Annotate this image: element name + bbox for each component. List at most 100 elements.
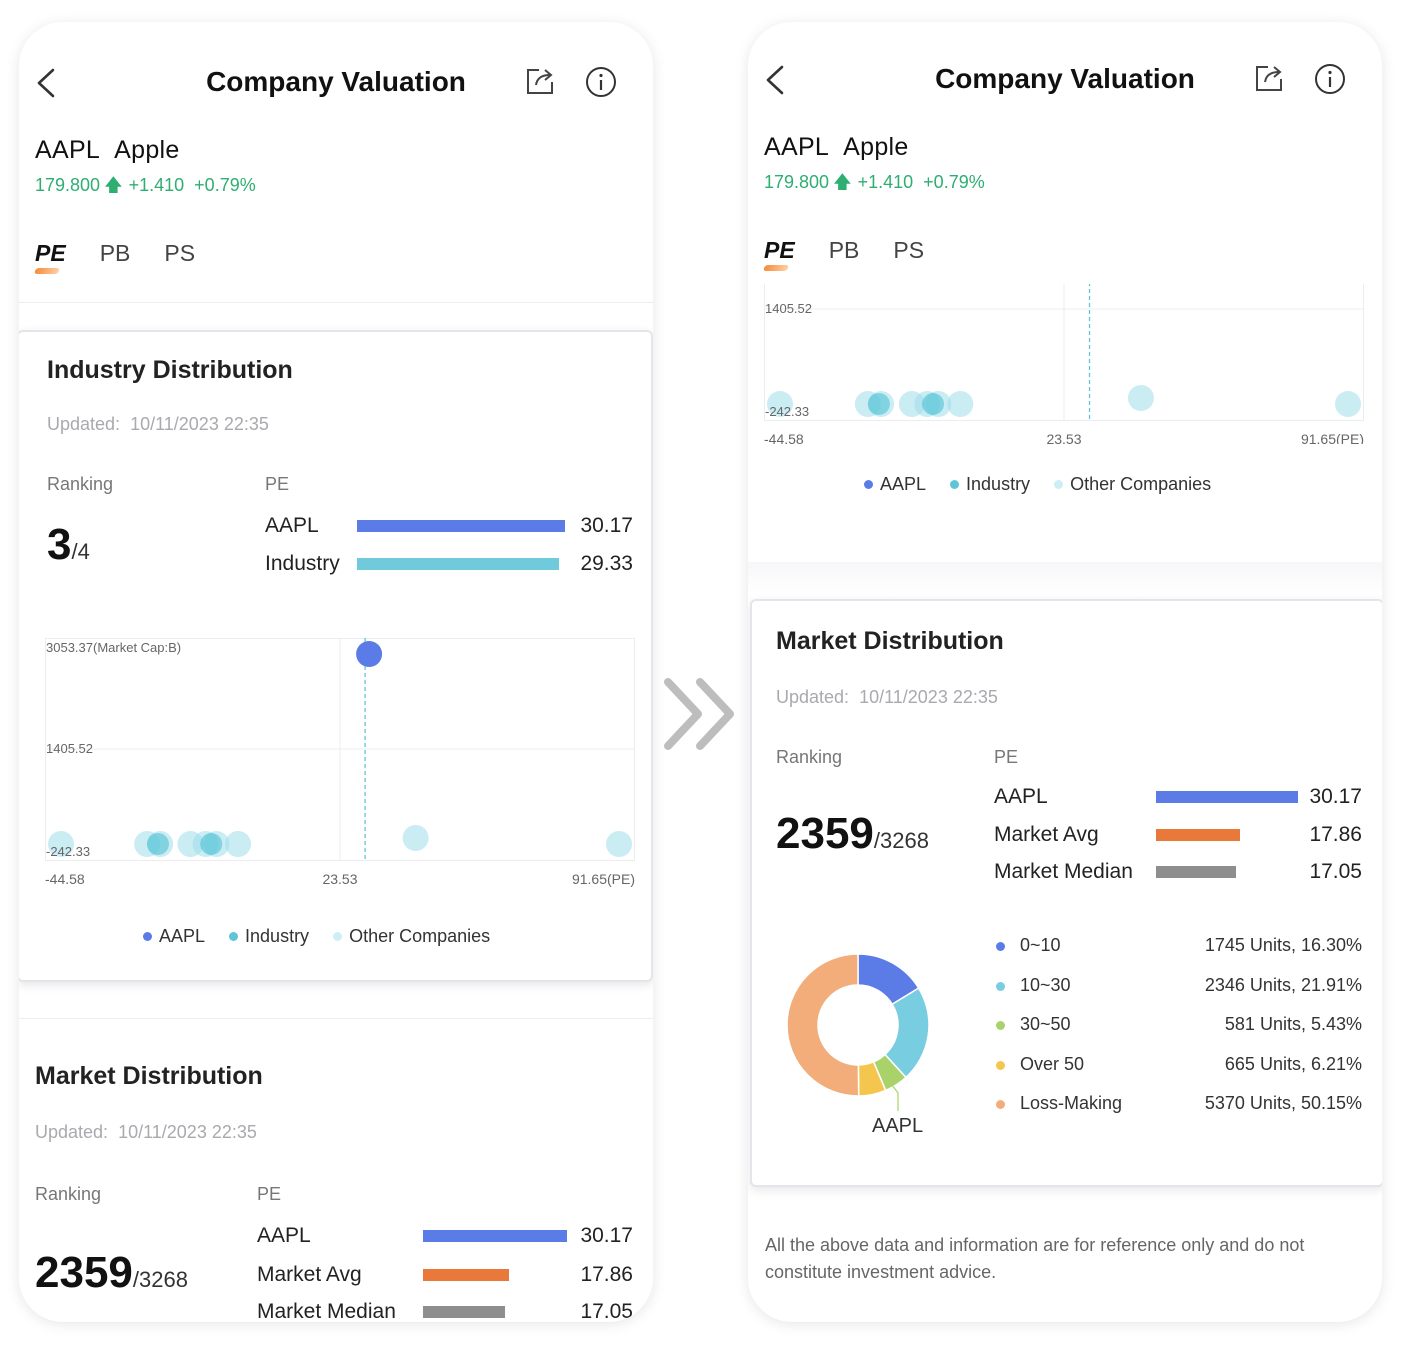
ticker: AAPL [35,136,101,164]
scatter-point-aapl [356,641,383,667]
scatter-chart: 3053.37(Market Cap:B)1405.52-242.33-44.5… [764,284,1364,444]
info-icon[interactable] [1314,63,1346,95]
x-tick-label: 23.53 [1046,431,1081,444]
y-tick-label: 1405.52 [46,741,93,756]
price: 179.800 [35,175,101,195]
scatter-point-other [48,831,74,857]
section-title: Market Distribution [35,1062,263,1090]
section-separator [748,562,1382,594]
updated-time: Updated: 10/11/2023 22:35 [35,1122,257,1142]
bar-row-industry: Industry 29.33 [265,552,633,575]
scatter-point-industry [922,393,945,415]
donut-label: AAPL [872,1115,924,1137]
scatter-point-other [1335,391,1361,417]
metric-tabs: PE PB PS [764,237,924,264]
tab-ps[interactable]: PS [893,237,925,263]
price-change-pct: +0.79% [194,175,256,195]
share-icon[interactable] [1254,63,1284,93]
divider [19,302,653,303]
price-line: 179.800 🡅 +1.410 +0.79% [35,173,256,203]
ranking-label: Ranking [35,1184,102,1204]
metric-label: PE [257,1184,282,1204]
ranking-label: Ranking [776,747,843,767]
scatter-svg: 3053.37(Market Cap:B)1405.52-242.33-44.5… [45,638,635,887]
bar-row-market-avg: Market Avg 17.86 [994,823,1362,846]
scatter-point-other [402,825,429,851]
price: 179.800 [764,172,830,192]
legend-item-industry: Industry [229,926,309,947]
page-title: Company Valuation [935,63,1195,94]
chart-legend: AAPL Industry Other Companies [143,926,490,947]
market-distribution-card: Market Distribution Updated: 10/11/2023 … [750,599,1382,1187]
nav-bar: Company Valuation [748,49,1382,109]
tab-pe[interactable]: PE [35,240,66,266]
distribution-row: Loss-Making 5370 Units, 50.15% [996,1093,1362,1117]
chart-viewport[interactable]: 3053.37(Market Cap:B)1405.52-242.33-44.5… [748,284,1382,444]
bar-row-aapl: AAPL 30.17 [265,514,633,537]
scatter-svg: 3053.37(Market Cap:B)1405.52-242.33-44.5… [764,284,1364,444]
tab-pb[interactable]: PB [828,237,860,263]
updated-time: Updated: 10/11/2023 22:35 [776,687,998,707]
x-tick-label: -44.58 [764,431,804,444]
bar-row-market-median: Market Median 17.05 [994,860,1362,883]
divider [19,1018,653,1019]
distribution-list: 0~10 1745 Units, 16.30% 10~30 2346 Units, … [996,935,1362,1125]
donut-slice [786,953,860,1097]
tab-ps[interactable]: PS [164,240,196,266]
distribution-row: Over 50 665 Units, 6.21% [996,1054,1362,1078]
phone-screen-before: Company Valuation AAPL Apple 179.800 🡅 +1.4… [19,22,653,1322]
scatter-point-industry [200,833,223,855]
stock-header: AAPL Apple 179.800 🡅 +1.410 +0.79% [35,136,256,203]
section-title: Market Distribution [776,627,1004,655]
x-tick-label: 23.53 [322,871,357,887]
donut-chart [786,953,930,1111]
bar-row-aapl: AAPL 30.17 [994,785,1362,808]
y-tick-label: 1405.52 [765,301,812,316]
phone-screen-after: Company Valuation AAPL Apple 179.800 🡅 +1.4… [748,22,1382,1322]
legend-item-aapl: AAPL [864,474,926,495]
updated-time: Updated: 10/11/2023 22:35 [47,414,269,434]
price-line: 179.800 🡅 +1.410 +0.79% [764,170,985,200]
chevron-left-icon[interactable] [35,68,57,98]
aapl-pointer [891,1084,899,1111]
arrow-up-icon: 🡅 [833,172,852,192]
x-tick-label: 91.65(PE) [1301,431,1364,444]
info-icon[interactable] [585,66,617,98]
bar-row-market-median: Market Median 17.05 [257,1300,633,1322]
chevron-left-icon[interactable] [764,65,786,95]
scatter-point-other [1127,385,1154,411]
tab-pb[interactable]: PB [99,240,131,266]
bar-row-market-avg: Market Avg 17.86 [257,1263,633,1286]
ranking-value: 3/4 [47,520,90,569]
legend-item-other: Other Companies [333,926,490,947]
scatter-point-other [225,831,252,857]
x-tick-label: 91.65(PE) [572,871,635,887]
ranking-value: 2359/3268 [35,1248,188,1297]
nav-bar: Company Valuation [19,52,653,112]
share-icon[interactable] [525,66,555,96]
bar-aapl [357,520,565,532]
double-chevron-right-icon [664,678,734,750]
company-name: Apple [114,136,180,164]
metric-label: PE [265,474,290,494]
scatter-point-industry [867,393,890,415]
stock-header: AAPL Apple 179.800 🡅 +1.410 +0.79% [764,133,985,200]
scatter-point-other [606,831,632,857]
tab-pe[interactable]: PE [764,237,795,263]
scatter-chart: 3053.37(Market Cap:B)1405.52-242.33-44.5… [45,638,635,894]
legend-item-aapl: AAPL [143,926,205,947]
bar-industry [357,558,559,570]
price-change: +1.410 [857,172,914,192]
scatter-point-industry [146,833,169,855]
industry-distribution-card: Industry Distribution Updated: 10/11/202… [19,330,653,982]
metric-tabs: PE PB PS [35,240,195,267]
company-name: Apple [843,133,909,161]
section-title: Industry Distribution [47,356,293,384]
metric-label: PE [994,747,1019,767]
legend-item-other: Other Companies [1054,474,1211,495]
legend-item-industry: Industry [950,474,1030,495]
chart-legend: AAPL Industry Other Companies [864,474,1211,495]
price-change: +1.410 [128,175,185,195]
y-tick-label: -242.33 [46,844,90,859]
scatter-point-other [947,391,974,417]
